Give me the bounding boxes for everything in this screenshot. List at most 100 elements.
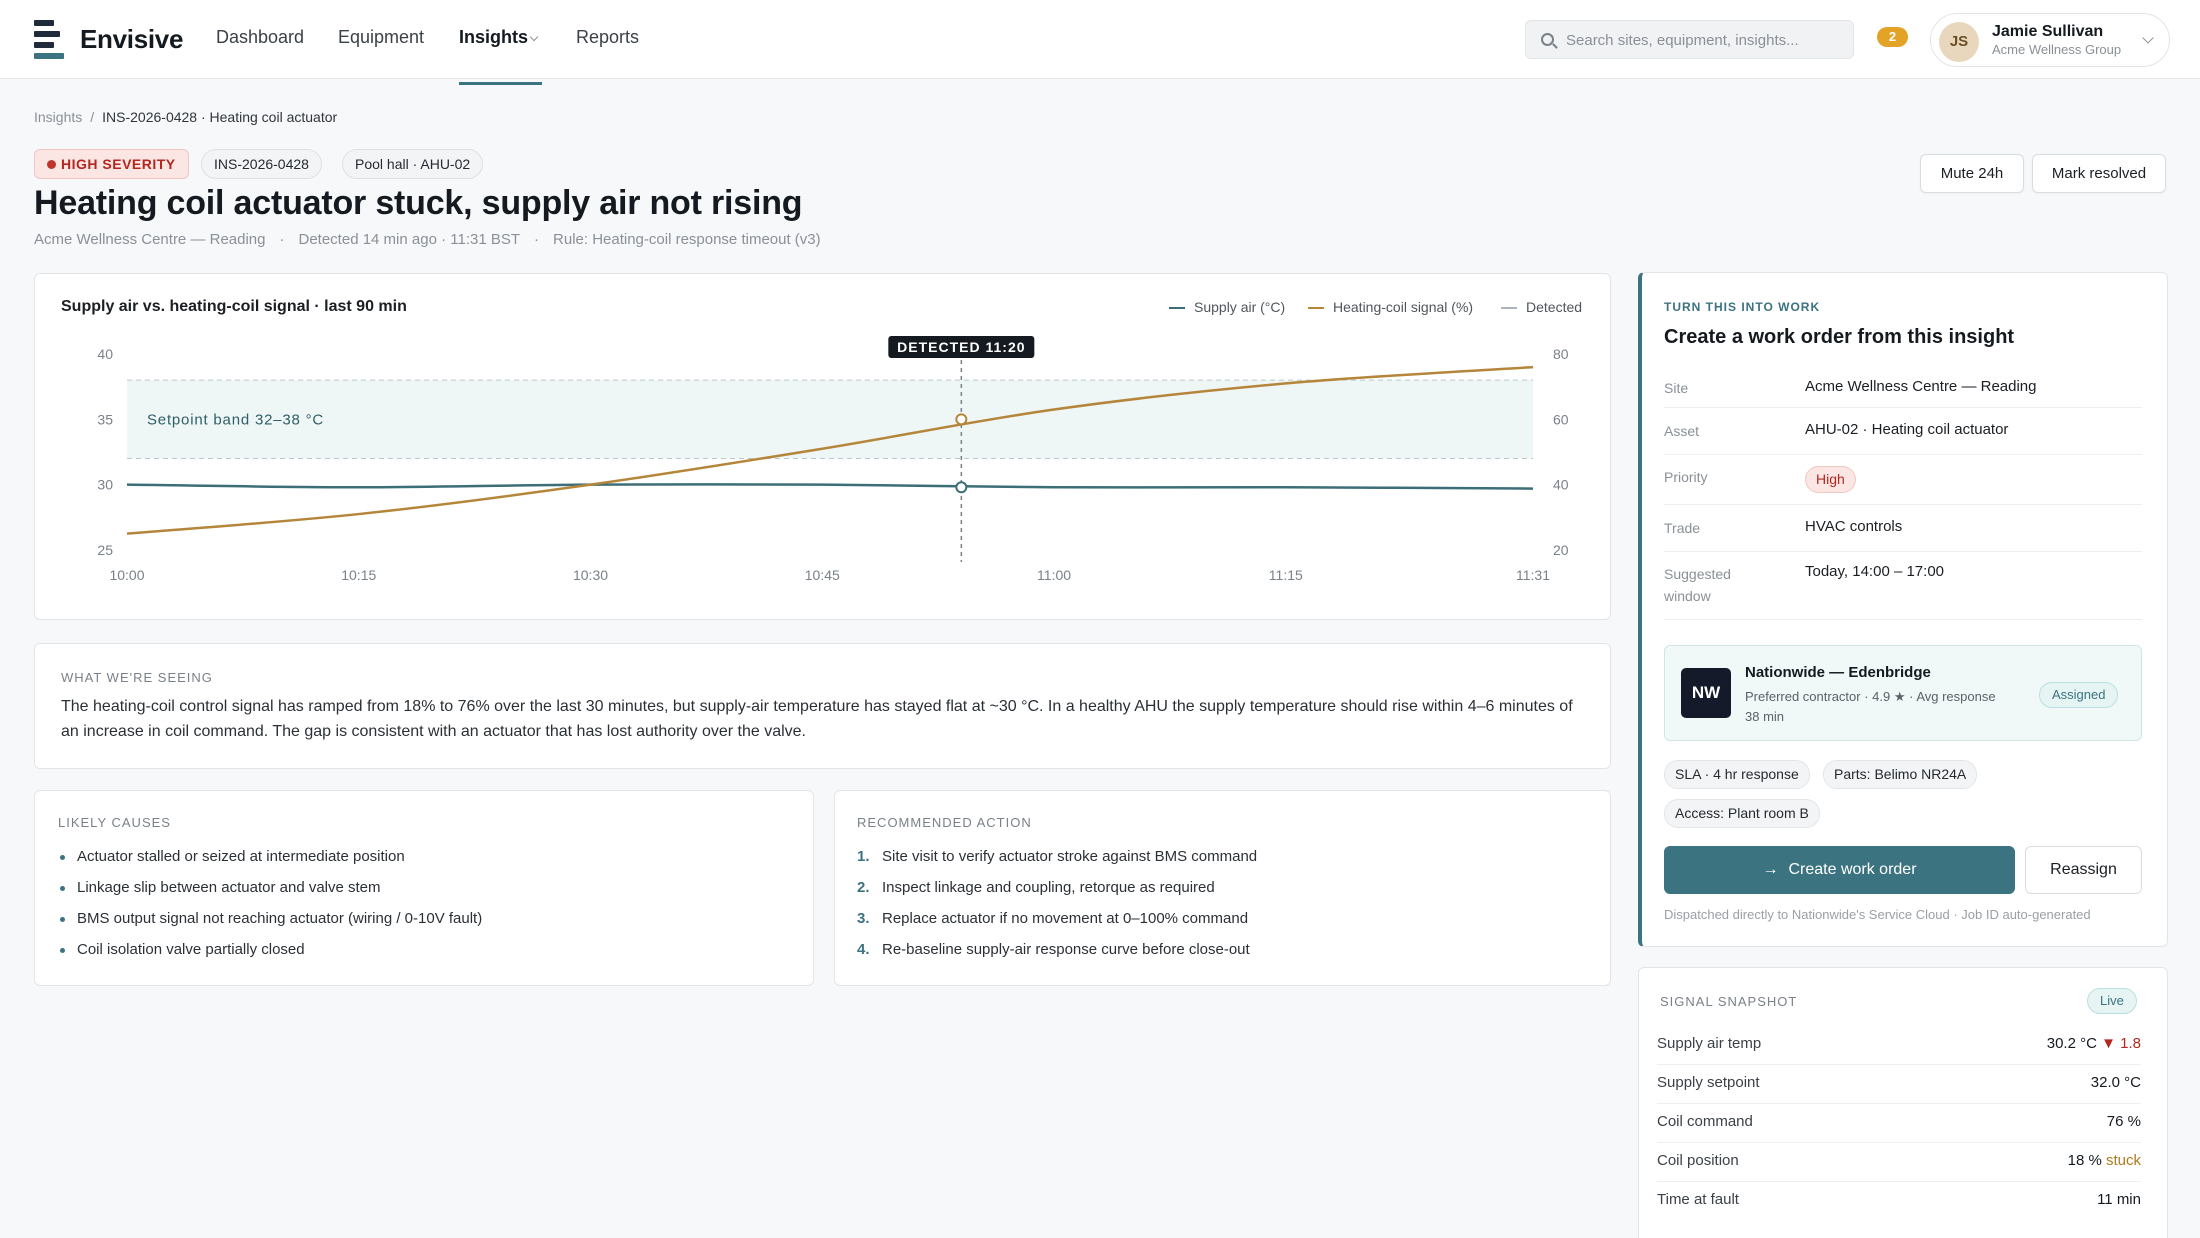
actions-list: 1. Site visit to verify actuator stroke a… [857, 847, 1597, 971]
user-menu[interactable]: JS Jamie Sullivan Acme Wellness Group [1930, 13, 2170, 67]
field-label: Trade [1664, 520, 1701, 536]
snapshot-key: Coil command [1657, 1113, 1753, 1130]
field-label: Suggested window [1664, 566, 1731, 604]
x-tick-label: 11:15 [1269, 567, 1303, 583]
snapshot-value: 18 % stuck [2068, 1152, 2141, 1169]
value-text: 18 % [2067, 1152, 2102, 1169]
mute-button[interactable]: Mute 24h [1920, 154, 2024, 193]
page-title: Heating coil actuator stuck, supply air … [34, 184, 803, 222]
work-order-title: Create a work order from this insight [1664, 326, 2015, 348]
step-number: 3. [857, 910, 870, 927]
contractor-card[interactable]: NW Nationwide — Edenbridge Preferred con… [1664, 645, 2142, 741]
arrow-right-icon: → [1762, 861, 1779, 878]
legend-label: Supply air (°C) [1194, 299, 1286, 315]
y-right-tick-label: 80 [1553, 346, 1569, 362]
search-input[interactable] [1566, 29, 1846, 51]
step-text: Inspect linkage and coupling, retorque a… [882, 879, 1215, 896]
legend-label: Heating-coil signal (%) [1333, 299, 1474, 315]
step-text: Site visit to verify actuator stroke aga… [882, 848, 1258, 865]
y-left-tick-label: 35 [97, 411, 113, 427]
list-item: Actuator stalled or seized at intermedia… [58, 847, 798, 878]
snapshot-row: Coil position 18 % stuck [1657, 1143, 2141, 1182]
global-search[interactable] [1525, 20, 1854, 59]
contractor-name: Nationwide — Edenbridge [1745, 664, 1931, 681]
brand-logo-icon[interactable] [34, 20, 64, 60]
field-priority: Priority High [1664, 455, 2142, 505]
meta-site: Acme Wellness Centre — Reading [34, 231, 266, 248]
field-site: Site Acme Wellness Centre — Reading [1664, 367, 2142, 408]
legend-detected: Detected [1501, 299, 1582, 315]
chevron-down-icon [2142, 32, 2154, 44]
contractor-logo: NW [1681, 668, 1731, 718]
legend-coil-signal: Heating-coil signal (%) [1308, 299, 1473, 315]
list-item: 3. Replace actuator if no movement at 0–1… [857, 909, 1597, 940]
user-org: Acme Wellness Group [1992, 42, 2122, 57]
x-tick-label: 10:30 [573, 567, 608, 583]
field-value: Acme Wellness Centre — Reading [1805, 378, 2037, 395]
snapshot-row: Coil command 76 % [1657, 1104, 2141, 1143]
setpoint-band-label: Setpoint band 32–38 °C [147, 411, 324, 428]
snapshot-key: Supply air temp [1657, 1035, 1762, 1052]
y-left-tick-label: 25 [97, 542, 113, 558]
y-left-tick-label: 30 [97, 477, 113, 493]
x-tick-label: 10:45 [805, 567, 840, 583]
supply-air-line [126, 483, 1534, 490]
priority-badge: High [1805, 466, 1856, 493]
legend-swatch [1501, 307, 1517, 309]
brand-name[interactable]: Envisive [80, 24, 184, 54]
tag-parts: Parts: Belimo NR24A [1823, 760, 1978, 789]
list-item: 2. Inspect linkage and coupling, retorque… [857, 878, 1597, 909]
breadcrumb: Insights / INS-2026-0428 · Heating coil ac… [34, 109, 337, 125]
likely-causes-card: LIKELY CAUSES Actuator stalled or seized… [34, 790, 814, 986]
step-text: Re-baseline supply-air response curve be… [882, 941, 1250, 958]
snapshot-row: Time at fault 11 min [1657, 1182, 2141, 1221]
reassign-button[interactable]: Reassign [2025, 846, 2142, 894]
snapshot-row: Supply air temp 30.2 °C ▼ 1.8 [1657, 1026, 2141, 1065]
step-number: 1. [857, 848, 870, 865]
y-right-tick-label: 60 [1553, 411, 1569, 427]
step-number: 4. [857, 941, 870, 958]
chart-card: Supply air vs. heating-coil signal · las… [34, 273, 1611, 620]
actions-label: RECOMMENDED ACTION [857, 815, 1032, 830]
tag-access: Access: Plant room B [1664, 799, 1820, 828]
observation-text: The heating-coil control signal has ramp… [61, 698, 1573, 740]
snapshot-value: 11 min [2097, 1191, 2141, 1208]
create-work-order-button[interactable]: → Create work order [1664, 846, 2015, 894]
field-value: Today, 14:00 – 17:00 [1805, 563, 1944, 580]
mark-resolved-button[interactable]: Mark resolved [2032, 154, 2166, 193]
nav-equipment[interactable]: Equipment [338, 27, 425, 47]
notification-badge[interactable]: 2 [1877, 27, 1908, 47]
meta-separator: · [279, 231, 285, 248]
nav-reports[interactable]: Reports [576, 27, 640, 47]
legend-swatch [1169, 307, 1185, 309]
list-item: 1. Site visit to verify actuator stroke a… [857, 847, 1597, 878]
field-trade: Trade HVAC controls [1664, 505, 2142, 552]
list-item: 4. Re-baseline supply-air response curve … [857, 940, 1597, 971]
coil-signal-detected-point [955, 413, 968, 426]
snapshot-label: SIGNAL SNAPSHOT [1660, 994, 1798, 1009]
contractor-details: Preferred contractor · 4.9 ★ · Avg respo… [1745, 689, 1996, 724]
snapshot-key: Supply setpoint [1657, 1074, 1760, 1091]
value-text: 30.2 °C [2046, 1035, 2097, 1052]
x-tick-label: 10:15 [341, 567, 376, 583]
legend-label: Detected [1526, 299, 1583, 315]
x-tick-label: 11:31 [1516, 567, 1550, 583]
stuck-flag: stuck [2105, 1152, 2141, 1169]
field-value: AHU-02 · Heating coil actuator [1805, 421, 2009, 438]
snapshot-key: Time at fault [1657, 1191, 1739, 1208]
y-left-tick-label: 40 [97, 346, 113, 362]
meta-detected: Detected 14 min ago · 11:31 BST [298, 231, 521, 248]
work-order-card: TURN THIS INTO WORK Create a work order … [1638, 272, 2168, 947]
y-right-tick-label: 20 [1553, 542, 1569, 558]
nav-dashboard[interactable]: Dashboard [216, 27, 305, 47]
setpoint-band [127, 380, 1533, 459]
list-item: Coil isolation valve partially closed [58, 940, 798, 971]
active-nav-indicator [459, 82, 542, 85]
chart-title: Supply air vs. heating-coil signal · las… [61, 298, 407, 315]
nav-insights[interactable]: Insights [459, 27, 529, 47]
list-item: Linkage slip between actuator and valve … [58, 878, 798, 909]
observation-label: WHAT WE'RE SEEING [61, 670, 213, 685]
chevron-down-icon[interactable] [529, 32, 539, 42]
breadcrumb-insights[interactable]: Insights [34, 109, 83, 125]
delta-down: ▼ 1.8 [2101, 1035, 2141, 1052]
